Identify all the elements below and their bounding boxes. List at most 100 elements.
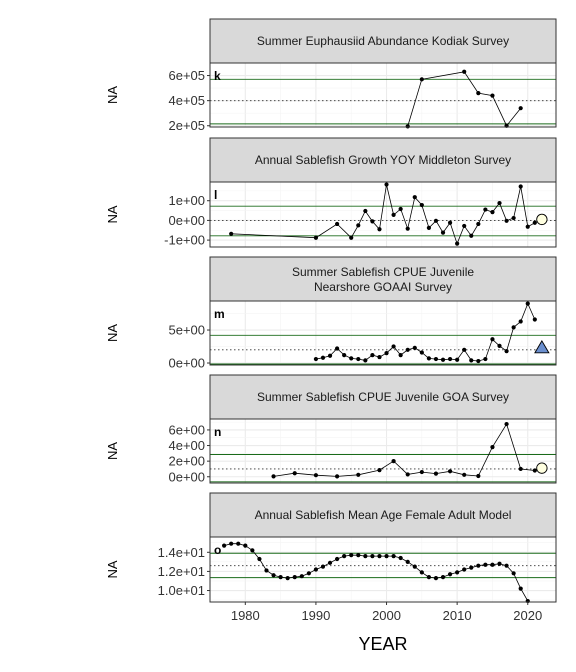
data-point: [356, 553, 361, 558]
panel-letter: m: [214, 307, 225, 321]
strip: [209, 18, 557, 64]
data-point: [236, 541, 241, 546]
data-point: [419, 570, 424, 575]
data-point: [335, 346, 340, 351]
data-point: [419, 77, 424, 82]
data-point: [532, 317, 537, 322]
panel-m: Summer Sablefish CPUE Juvenile Nearshore …: [105, 256, 557, 371]
data-point: [292, 575, 297, 580]
data-point: [391, 554, 396, 559]
data-point: [476, 563, 481, 568]
strip-title: Summer Sablefish CPUE Juvenile Nearshore …: [292, 265, 474, 294]
data-point: [532, 220, 537, 225]
data-point: [455, 241, 460, 246]
data-point: [462, 69, 467, 74]
y-tick-label: 4e+05: [168, 93, 205, 108]
data-point: [525, 301, 530, 306]
data-point: [426, 575, 431, 580]
data-point: [405, 226, 410, 231]
data-point: [455, 357, 460, 362]
data-point: [335, 221, 340, 227]
data-point: [476, 221, 481, 227]
data-point: [469, 358, 474, 363]
panel-n: Summer Sablefish CPUE Juvenile GOA Surve…: [105, 374, 557, 484]
x-tick-label: 2010: [443, 608, 472, 623]
data-point: [476, 91, 481, 96]
data-point: [497, 343, 502, 348]
panel-letter: o: [214, 543, 221, 557]
data-point: [327, 560, 333, 565]
data-point: [306, 571, 311, 576]
data-point: [518, 586, 523, 591]
data-point: [455, 570, 460, 575]
y-tick-label: 0e+00: [168, 356, 205, 371]
data-point: [405, 472, 410, 477]
panels: Summer Euphausiid Abundance Kodiak Surve…: [105, 18, 557, 604]
trend-marker: [536, 213, 548, 226]
data-point: [490, 562, 495, 567]
y-tick-label: 5e+00: [168, 323, 205, 338]
strip-title: Summer Sablefish CPUE Juvenile GOA Surve…: [257, 390, 509, 404]
data-point: [342, 353, 347, 358]
data-point: [356, 472, 361, 477]
data-point: [518, 184, 523, 189]
data-point: [412, 345, 417, 350]
data-point: [511, 215, 516, 221]
data-point: [504, 563, 509, 568]
data-point: [370, 353, 375, 358]
data-point: [419, 469, 424, 475]
x-tick-label: 2020: [513, 608, 542, 623]
x-tick-label: 1990: [301, 608, 330, 623]
y-tick-label: 2e+00: [168, 454, 205, 469]
y-tick-label: 1.4e+01: [158, 545, 205, 560]
data-point: [433, 218, 439, 223]
data-point: [377, 468, 382, 473]
data-point: [384, 351, 389, 356]
y-axis-title: NA: [105, 205, 120, 223]
data-point: [335, 474, 340, 479]
data-point: [440, 575, 446, 580]
data-point: [229, 541, 234, 546]
panel-letter: l: [214, 188, 217, 202]
data-point: [433, 576, 439, 581]
data-point: [469, 233, 474, 238]
data-point: [412, 564, 417, 569]
data-point: [462, 347, 467, 352]
data-point: [222, 543, 227, 548]
data-point: [299, 574, 304, 579]
data-point: [391, 212, 396, 217]
y-tick-label: 0e+00: [168, 213, 205, 228]
data-point: [497, 200, 502, 206]
data-point: [419, 350, 424, 355]
data-point: [370, 219, 375, 224]
x-axis-title: YEAR: [358, 634, 407, 654]
data-point: [349, 356, 354, 361]
data-point: [377, 227, 382, 232]
data-point: [320, 564, 326, 569]
panel-k: Summer Euphausiid Abundance Kodiak Surve…: [105, 18, 557, 133]
data-point: [518, 106, 523, 111]
data-point: [490, 210, 495, 215]
data-point: [447, 220, 453, 225]
data-point: [327, 353, 333, 358]
data-point: [511, 571, 516, 576]
panel-o: Annual Sablefish Mean Age Female Adult M…: [105, 492, 557, 604]
data-point: [377, 354, 382, 360]
strip: [209, 374, 557, 420]
y-axis-title: NA: [105, 324, 120, 342]
data-point: [532, 468, 537, 473]
y-tick-label: 1.2e+01: [158, 564, 205, 579]
y-axis-title: NA: [105, 560, 120, 578]
data-point: [313, 473, 319, 478]
series-line: [231, 184, 535, 245]
x-axis: 1980 1990 2000 2010 2020: [231, 602, 542, 623]
data-point: [405, 347, 410, 352]
x-tick-label: 2000: [372, 608, 401, 623]
data-point: [511, 325, 516, 330]
data-point: [398, 353, 403, 358]
data-point: [490, 337, 495, 342]
data-point: [504, 421, 509, 427]
data-point: [518, 466, 523, 472]
data-point: [497, 561, 502, 566]
